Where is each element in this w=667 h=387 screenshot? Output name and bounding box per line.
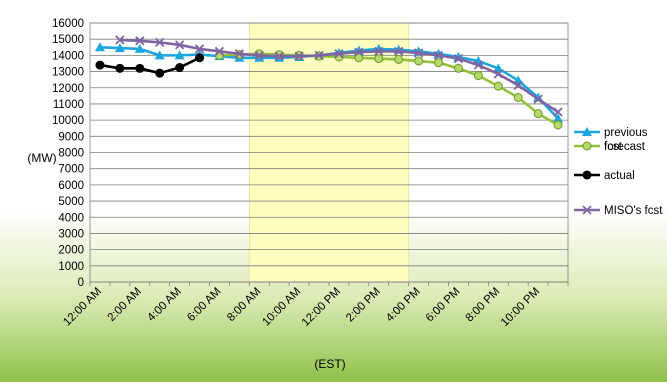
data-point-forecast: [473, 71, 483, 81]
data-point-forecast: [374, 54, 384, 64]
y-tick-label: 10000: [52, 115, 84, 127]
data-point-previous-fcst: [174, 50, 185, 60]
y-tick-label: 7000: [58, 164, 84, 176]
data-point-actual: [195, 53, 205, 63]
data-point-miso-s-fcst: [214, 46, 225, 56]
data-point-forecast: [434, 58, 444, 68]
data-point-miso-s-fcst: [115, 35, 125, 45]
y-tick-label: 14000: [52, 50, 84, 62]
data-point-previous-fcst: [154, 50, 165, 60]
data-point-miso-s-fcst: [394, 46, 404, 56]
data-point-miso-s-fcst: [314, 50, 324, 61]
legend-marker: [582, 141, 592, 151]
data-point-miso-s-fcst: [354, 47, 364, 57]
data-point-forecast: [513, 92, 523, 102]
data-point-forecast: [453, 63, 463, 73]
data-point-miso-s-fcst: [493, 69, 503, 79]
y-tick-label: 2000: [58, 245, 84, 257]
data-point-miso-s-fcst: [334, 49, 344, 59]
data-point-miso-s-fcst: [294, 51, 304, 61]
y-tick-label: 1000: [58, 261, 84, 273]
data-point-actual: [175, 63, 185, 73]
data-point-actual: [155, 68, 165, 78]
data-point-forecast: [533, 109, 543, 119]
data-point-miso-s-fcst: [413, 48, 424, 58]
legend-label: actual: [604, 170, 635, 182]
y-tick-label: 16000: [52, 18, 84, 30]
data-point-previous-fcst: [134, 43, 145, 53]
y-tick-label: 13000: [52, 67, 84, 79]
series-miso-s-fcst: [115, 35, 563, 117]
data-point-actual: [115, 63, 125, 73]
data-point-previous-fcst: [493, 63, 504, 73]
data-point-forecast: [493, 81, 503, 91]
data-point-actual: [95, 60, 105, 70]
data-point-actual: [135, 63, 145, 73]
data-point-miso-s-fcst: [254, 50, 264, 61]
data-point-miso-s-fcst: [374, 46, 384, 56]
data-point-forecast: [354, 53, 364, 63]
data-point-previous-fcst: [553, 113, 564, 123]
legend-marker: [582, 170, 592, 180]
y-axis-title: (MW): [27, 151, 56, 165]
y-tick-label: 0: [78, 277, 84, 289]
data-point-miso-s-fcst: [174, 40, 185, 50]
data-point-miso-s-fcst: [433, 50, 444, 61]
legend-item-forecast: forecast: [574, 141, 646, 153]
legend-item-actual: actual: [574, 170, 635, 182]
x-axis-title: (EST): [314, 357, 345, 371]
legend-item-miso-s-fcst: MISO's fcst: [574, 205, 663, 217]
legend-label: MISO's fcst: [604, 205, 663, 217]
data-point-miso-s-fcst: [453, 53, 464, 64]
y-tick-label: 4000: [58, 212, 84, 224]
data-point-previous-fcst: [94, 42, 105, 52]
y-tick-label: 3000: [58, 228, 84, 240]
legend-item-previous-fcst: previous fcst: [574, 127, 648, 153]
data-point-forecast: [394, 54, 404, 64]
data-point-miso-s-fcst: [194, 44, 205, 54]
data-point-previous-fcst: [114, 43, 125, 53]
legend-marker: [582, 205, 592, 215]
data-point-forecast: [414, 56, 424, 66]
data-point-miso-s-fcst: [155, 37, 165, 48]
data-point-miso-s-fcst: [513, 80, 523, 90]
y-tick-label: 5000: [58, 196, 84, 208]
data-point-miso-s-fcst: [473, 60, 484, 70]
series-actual: [95, 53, 205, 78]
legend-marker: [582, 127, 592, 136]
data-point-miso-s-fcst: [533, 94, 543, 104]
y-tick-label: 8000: [58, 148, 84, 160]
data-point-miso-s-fcst: [234, 49, 245, 59]
y-tick-label: 15000: [52, 34, 84, 46]
y-tick-label: 11000: [53, 99, 84, 111]
y-tick-label: 12000: [52, 83, 84, 95]
y-tick-label: 9000: [58, 131, 84, 143]
legend-label: forecast: [604, 141, 646, 153]
legend-label-cont: fcst: [604, 141, 623, 153]
y-tick-label: 6000: [58, 180, 84, 192]
data-point-forecast: [553, 120, 563, 130]
data-point-miso-s-fcst: [274, 51, 284, 61]
data-point-miso-s-fcst: [135, 36, 145, 46]
data-point-miso-s-fcst: [553, 107, 563, 117]
legend-label: previous: [604, 127, 648, 139]
